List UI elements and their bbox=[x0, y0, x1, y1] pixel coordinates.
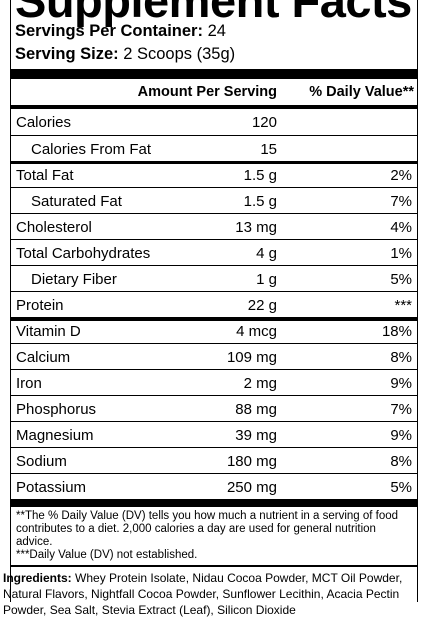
serving-size: Serving Size: 2 Scoops (35g) bbox=[15, 45, 235, 64]
amount: 1.5 g bbox=[243, 167, 277, 184]
nutrient-row: Phosphorus 88 mg 7% bbox=[11, 395, 417, 422]
nutrient-row: Iron 2 mg 9% bbox=[11, 369, 417, 396]
nutrient-row: Total Carbohydrates 4 g 1% bbox=[11, 239, 417, 266]
amount: 15 bbox=[260, 141, 277, 158]
nutrient-name: Total Carbohydrates bbox=[16, 245, 151, 262]
nutrient-name: Calories From Fat bbox=[31, 141, 152, 158]
amount: 4 mcg bbox=[236, 323, 277, 340]
rule bbox=[11, 565, 417, 567]
title: Supplement Facts bbox=[15, 0, 412, 27]
thick-rule bbox=[11, 499, 417, 507]
daily-value: 7% bbox=[390, 401, 412, 418]
daily-value: 5% bbox=[390, 271, 412, 288]
daily-value: 2% bbox=[390, 167, 412, 184]
amount: 4 g bbox=[256, 245, 277, 262]
nutrient-name: Calories bbox=[16, 114, 72, 131]
nutrient-row: Protein 22 g *** bbox=[11, 291, 417, 318]
amount: 250 mg bbox=[226, 479, 277, 496]
daily-value: 4% bbox=[390, 219, 412, 236]
nutrient-row: Vitamin D 4 mcg 18% bbox=[11, 317, 417, 344]
amount: 39 mg bbox=[235, 427, 277, 444]
amount: 2 mg bbox=[243, 375, 277, 392]
nutrient-row: Cholesterol 13 mg 4% bbox=[11, 213, 417, 240]
footnote: ***Daily Value (DV) not established. bbox=[16, 549, 198, 561]
daily-value: *** bbox=[394, 297, 412, 314]
nutrient-name: Magnesium bbox=[16, 427, 94, 444]
amount: 88 mg bbox=[235, 401, 277, 418]
nutrient-row: Calcium 109 mg 8% bbox=[11, 343, 417, 370]
daily-value: 8% bbox=[390, 453, 412, 470]
servings-per-container: Servings Per Container: 24 bbox=[15, 22, 226, 41]
thick-rule bbox=[11, 69, 417, 79]
value: 2 Scoops (35g) bbox=[123, 45, 236, 63]
footnote: **The % Daily Value (DV) tells you how m… bbox=[16, 510, 399, 548]
nutrient-row: Total Fat 1.5 g 2% bbox=[11, 161, 417, 188]
column-header: Amount Per Serving bbox=[137, 84, 277, 100]
column-header: % Daily Value** bbox=[309, 84, 414, 100]
amount: 13 mg bbox=[235, 219, 277, 236]
nutrient-name: Vitamin D bbox=[16, 323, 81, 340]
amount: 120 bbox=[251, 114, 277, 131]
daily-value: 7% bbox=[390, 193, 412, 210]
nutrient-row: Potassium 250 mg 5% bbox=[11, 473, 417, 500]
value: 24 bbox=[207, 22, 226, 40]
rule bbox=[11, 161, 417, 164]
daily-value: 8% bbox=[390, 349, 412, 366]
page: Supplement Facts Servings Per Container:… bbox=[3, 0, 418, 617]
label: Servings Per Container: bbox=[15, 22, 203, 40]
nutrient-name: Saturated Fat bbox=[31, 193, 122, 210]
nutrient-name: Iron bbox=[16, 375, 42, 392]
rule bbox=[11, 317, 417, 321]
amount: 180 mg bbox=[226, 453, 277, 470]
ingredients: Ingredients: Whey Protein Isolate, Nidau… bbox=[3, 570, 429, 618]
amount: 1.5 g bbox=[243, 193, 277, 210]
daily-value: 9% bbox=[390, 375, 412, 392]
nutrient-name: Phosphorus bbox=[16, 401, 97, 418]
amount: 1 g bbox=[256, 271, 277, 288]
nutrient-row: Dietary Fiber 1 g 5% bbox=[11, 265, 417, 292]
ingredients-label: Ingredients: bbox=[3, 571, 72, 585]
daily-value: 18% bbox=[381, 323, 412, 340]
nutrient-row: Sodium 180 mg 8% bbox=[11, 447, 417, 474]
daily-value: 9% bbox=[390, 427, 412, 444]
daily-value: 1% bbox=[390, 245, 412, 262]
nutrient-row: Saturated Fat 1.5 g 7% bbox=[11, 187, 417, 214]
label: Serving Size: bbox=[15, 45, 119, 63]
amount: 22 g bbox=[247, 297, 277, 314]
nutrient-name: Dietary Fiber bbox=[31, 271, 117, 288]
daily-value: 5% bbox=[390, 479, 412, 496]
supplement-facts-label: Supplement Facts Servings Per Container:… bbox=[3, 0, 418, 617]
nutrient-row: Calories 120 bbox=[11, 109, 417, 135]
nutrient-row: Magnesium 39 mg 9% bbox=[11, 421, 417, 448]
amount: 109 mg bbox=[226, 349, 277, 366]
nutrient-name: Protein bbox=[16, 297, 64, 314]
nutrient-name: Calcium bbox=[16, 349, 71, 366]
nutrient-name: Total Fat bbox=[16, 167, 74, 184]
nutrient-row: Calories From Fat 15 bbox=[11, 135, 417, 162]
nutrient-name: Potassium bbox=[16, 479, 87, 496]
nutrient-name: Sodium bbox=[16, 453, 67, 470]
rule bbox=[11, 105, 417, 109]
nutrient-name: Cholesterol bbox=[16, 219, 92, 236]
